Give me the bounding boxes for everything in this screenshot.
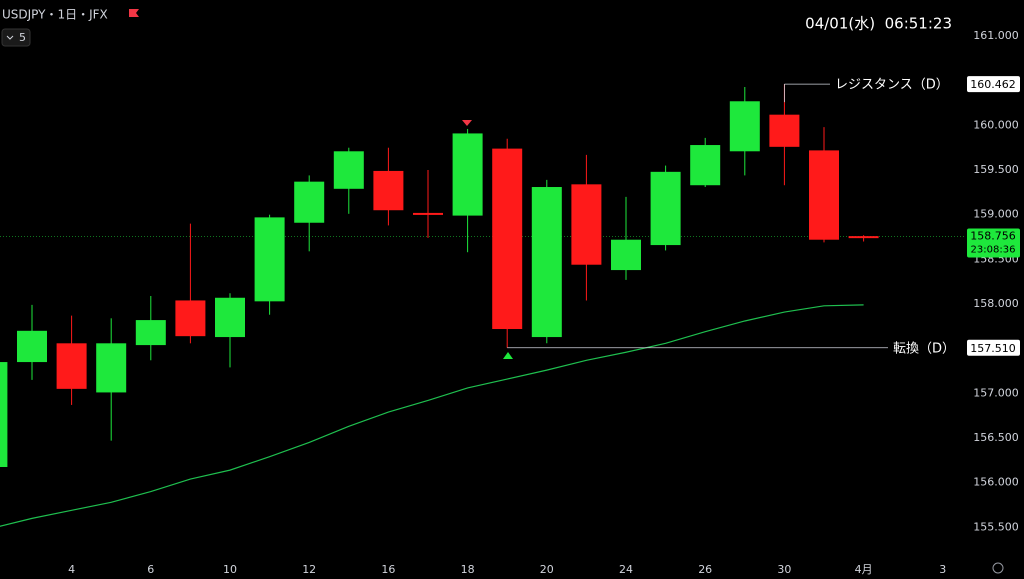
buy-marker <box>503 352 513 359</box>
x-tick-label: 16 <box>381 563 395 576</box>
candle-body <box>690 145 721 186</box>
y-tick-label: 155.500 <box>973 520 1019 533</box>
y-tick-label: 160.000 <box>973 118 1019 131</box>
y-tick-label: 161.000 <box>973 29 1019 42</box>
y-tick-label: 159.000 <box>973 208 1019 221</box>
x-tick-label: 4 <box>68 563 75 576</box>
candle-body <box>413 212 443 215</box>
candle-body <box>96 343 127 393</box>
interval-button[interactable] <box>1 28 31 47</box>
level-label: レジスタンス（D） <box>835 78 949 93</box>
chevron <box>6 35 14 40</box>
x-tick-label: 24 <box>619 563 633 576</box>
candle-body <box>56 343 87 389</box>
x-tick-label: 20 <box>540 563 554 576</box>
candle-body <box>729 101 760 152</box>
candle-body <box>571 184 602 265</box>
candle-body <box>0 362 8 468</box>
flag-icon[interactable] <box>129 9 139 17</box>
candle-body <box>769 114 800 147</box>
moving-average <box>0 304 864 527</box>
y-tick-label: 157.000 <box>973 386 1019 399</box>
settings-icon[interactable] <box>992 562 1004 574</box>
symbol[interactable]: USDJPY・1日・JFX <box>2 8 108 22</box>
x-tick-label: 12 <box>302 563 316 576</box>
datetime: 04/01(水) 06:51:23 <box>805 15 952 33</box>
sell-marker <box>462 120 472 126</box>
level-label: 転換（D） <box>893 341 955 356</box>
x-tick-label: 30 <box>777 563 791 576</box>
price-tag <box>967 339 1020 356</box>
x-tick-label: 18 <box>461 563 475 576</box>
y-tick-label: 156.000 <box>973 476 1019 489</box>
candle-body <box>294 181 325 223</box>
candle-body <box>254 217 285 302</box>
countdown: 23:08:36 <box>971 244 1016 255</box>
candle-body <box>611 239 641 271</box>
y-tick-label: 156.500 <box>973 431 1019 444</box>
candle-body <box>373 170 404 211</box>
candle-body <box>650 171 681 246</box>
y-tick-label: 158.000 <box>973 297 1019 310</box>
x-tick-label: 3 <box>939 563 946 576</box>
x-tick-label: 10 <box>223 563 237 576</box>
x-tick-label: 6 <box>147 563 154 576</box>
candle-body <box>492 148 523 330</box>
last-price-label: 158.756 <box>970 229 1016 242</box>
candle-body <box>17 330 47 363</box>
price-tag-label: 157.510 <box>970 342 1016 355</box>
candle-body <box>175 300 206 337</box>
x-tick-label: 4月 <box>855 563 873 576</box>
candle-body <box>135 320 166 346</box>
candle-body <box>531 187 562 338</box>
candle-body <box>848 236 879 239</box>
interval-badge: 5 <box>19 31 26 44</box>
x-tick-label: 26 <box>698 563 712 576</box>
y-tick-label: 159.500 <box>973 163 1019 176</box>
price-tag <box>967 76 1020 93</box>
price-tag-label: 160.462 <box>970 78 1016 91</box>
candle-body <box>809 150 839 240</box>
candle-body <box>452 133 483 216</box>
candle-body <box>333 151 364 189</box>
last-price-tag <box>967 228 1020 258</box>
candle-body <box>215 297 245 338</box>
